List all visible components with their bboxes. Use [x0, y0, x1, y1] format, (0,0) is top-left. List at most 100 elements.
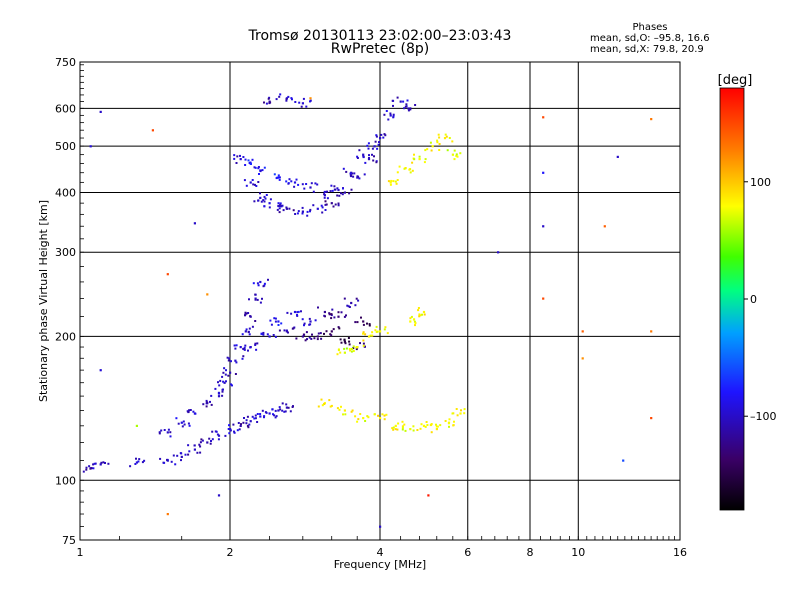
data-point: [263, 200, 266, 203]
data-point: [254, 166, 257, 169]
data-point: [350, 188, 353, 191]
data-point: [444, 133, 447, 136]
data-point: [344, 342, 347, 345]
data-point: [306, 338, 308, 341]
data-point: [240, 423, 242, 426]
data-point: [200, 438, 203, 441]
data-point: [326, 190, 329, 193]
data-point: [253, 417, 256, 420]
data-point: [85, 466, 88, 469]
data-point: [271, 408, 274, 411]
x-tick-label: 10: [571, 546, 585, 559]
x-tick-label: 1: [77, 546, 84, 559]
data-point: [196, 451, 199, 454]
data-point: [423, 313, 426, 316]
x-axis: 1 2 4 6 8 10 16: [77, 536, 687, 559]
data-point: [257, 167, 260, 170]
data-point: [214, 430, 217, 433]
x-tick-label: 16: [673, 546, 687, 559]
data-point: [367, 335, 371, 338]
x-axis-label: Frequency [MHz]: [334, 558, 426, 571]
data-point: [276, 176, 279, 179]
data-point: [277, 174, 280, 177]
data-point: [316, 335, 319, 338]
data-point: [206, 293, 209, 296]
data-point: [258, 173, 260, 175]
data-point: [279, 408, 282, 411]
data-point: [209, 442, 212, 445]
data-point: [426, 424, 429, 426]
data-point: [280, 322, 283, 325]
data-point: [328, 313, 331, 316]
data-point: [267, 97, 270, 100]
data-point: [290, 180, 293, 183]
data-point: [309, 97, 312, 100]
data-point: [257, 166, 260, 168]
data-point: [268, 102, 271, 105]
data-point: [278, 211, 281, 214]
data-point: [187, 453, 190, 456]
data-point: [283, 329, 286, 332]
y-tick-label: 500: [55, 140, 76, 153]
data-point: [341, 193, 344, 196]
data-point: [408, 168, 411, 171]
data-point: [209, 400, 211, 403]
data-point: [217, 381, 219, 384]
data-point: [352, 350, 355, 352]
data-point: [362, 331, 365, 334]
data-point: [233, 154, 236, 157]
data-point: [369, 334, 372, 337]
data-point: [340, 341, 343, 344]
data-point: [406, 99, 409, 102]
data-point: [431, 145, 434, 148]
data-point: [216, 433, 219, 436]
data-point: [301, 335, 304, 338]
data-point: [234, 373, 237, 375]
data-point: [263, 166, 266, 169]
data-point: [285, 206, 288, 209]
data-point: [362, 323, 365, 326]
data-point: [188, 409, 191, 412]
data-point: [233, 431, 236, 434]
data-point: [453, 158, 456, 161]
data-point: [281, 402, 284, 405]
data-point: [439, 424, 442, 427]
data-point: [435, 423, 437, 426]
data-point: [422, 310, 426, 314]
data-point: [263, 195, 266, 198]
data-point: [345, 170, 348, 173]
data-point: [330, 334, 333, 337]
data-point: [239, 424, 242, 427]
data-point: [375, 325, 378, 328]
data-point: [246, 424, 249, 427]
data-point: [332, 328, 335, 331]
data-point: [270, 323, 273, 326]
data-point: [167, 428, 170, 431]
data-point: [242, 421, 245, 424]
data-point: [205, 405, 208, 408]
data-point: [301, 318, 304, 321]
data-point: [389, 181, 392, 184]
data-point: [223, 367, 226, 370]
data-point: [401, 425, 404, 428]
data-point: [309, 100, 311, 103]
data-point: [184, 453, 187, 456]
data-point: [323, 196, 326, 199]
data-point: [330, 317, 333, 320]
data-point: [264, 411, 267, 414]
data-point: [418, 158, 421, 161]
data-point: [417, 307, 420, 309]
data-point: [151, 129, 154, 132]
data-point: [405, 103, 408, 106]
data-point: [242, 355, 245, 358]
data-point: [411, 169, 414, 172]
data-point: [239, 346, 242, 349]
data-point: [323, 190, 326, 193]
data-point: [398, 165, 401, 168]
data-point: [389, 114, 392, 117]
data-point: [210, 440, 212, 442]
data-point: [227, 359, 230, 362]
data-point: [274, 335, 277, 338]
data-point: [278, 406, 281, 409]
data-point: [259, 280, 262, 284]
